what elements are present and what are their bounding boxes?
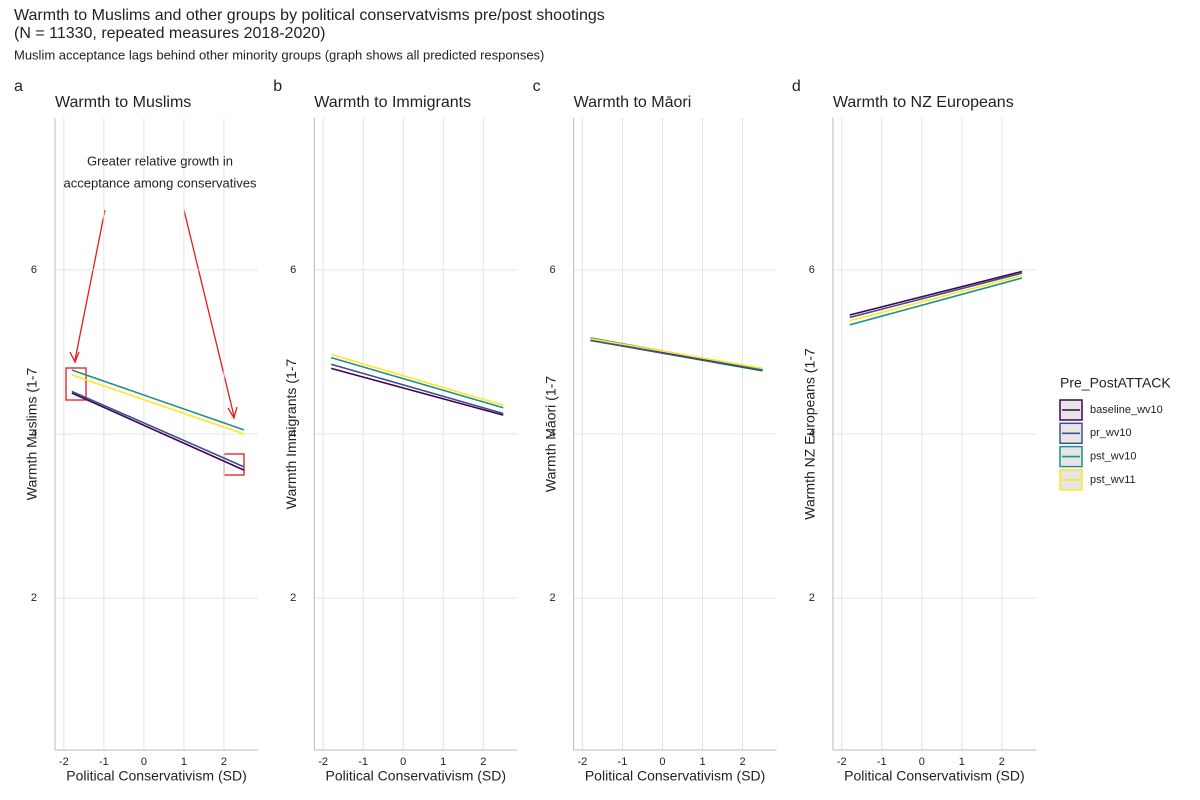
x-tick-label: 2 bbox=[999, 756, 1005, 768]
y-axis-label: Warmth NZ Europeans (1-7 bbox=[802, 348, 818, 520]
x-tick-label: 0 bbox=[400, 756, 406, 768]
page-subtitle: Muslim acceptance lags behind other mino… bbox=[14, 47, 544, 62]
trend-line bbox=[590, 338, 763, 371]
y-axis-label: Warmth Muslims (1-7 bbox=[24, 368, 40, 501]
page-title: Warmth to Muslims and other groups by po… bbox=[14, 7, 605, 24]
x-tick-label: 2 bbox=[221, 756, 227, 768]
trend-line bbox=[849, 270, 1023, 316]
annotation-shapes bbox=[65, 209, 245, 476]
panel-letter: d bbox=[792, 78, 801, 95]
trend-line bbox=[590, 338, 763, 370]
x-tick-label: 1 bbox=[959, 756, 965, 768]
y-tick-label: 4 bbox=[290, 428, 296, 440]
highlight-box bbox=[223, 453, 245, 476]
legend-label: pst_wv10 bbox=[1090, 451, 1136, 463]
x-tick-label: -1 bbox=[877, 756, 887, 768]
x-tick-label: 0 bbox=[659, 756, 665, 768]
y-tick-label: 2 bbox=[809, 592, 815, 604]
y-tick-label: 6 bbox=[31, 264, 37, 276]
panel-title: Warmth to Immigrants bbox=[314, 94, 471, 111]
trend-line bbox=[71, 374, 245, 435]
trend-line bbox=[71, 369, 245, 431]
x-tick-label: 1 bbox=[699, 756, 705, 768]
x-tick-label: -2 bbox=[837, 756, 847, 768]
panel-title: Warmth to Māori bbox=[574, 94, 692, 111]
legend-label: pr_wv10 bbox=[1090, 427, 1132, 439]
trend-line bbox=[849, 274, 1023, 322]
trend-line bbox=[71, 392, 245, 471]
x-tick-label: 1 bbox=[440, 756, 446, 768]
y-axis-label: Warmth Māori (1-7 bbox=[542, 376, 558, 492]
trend-line bbox=[330, 353, 504, 407]
annotation: acceptance among conservatives bbox=[64, 175, 257, 190]
trend-line bbox=[330, 367, 504, 416]
x-tick-label: 0 bbox=[141, 756, 147, 768]
x-tick-label: -2 bbox=[318, 756, 328, 768]
trend-line bbox=[849, 272, 1023, 319]
arrow bbox=[183, 209, 235, 417]
y-tick-label: 4 bbox=[549, 428, 555, 440]
annotation: Greater relative growth in bbox=[87, 153, 233, 168]
x-axis-label: Political Conservativism (SD) bbox=[66, 768, 246, 784]
y-tick-label: 6 bbox=[549, 264, 555, 276]
trend-line bbox=[849, 277, 1023, 326]
y-axis-label: Warmth Immigrants (1-7 bbox=[283, 359, 299, 510]
trend-line bbox=[330, 356, 504, 409]
panel-letter: a bbox=[14, 78, 23, 95]
page-title-line2: (N = 11330, repeated measures 2018-2020) bbox=[14, 25, 325, 42]
x-tick-label: -1 bbox=[358, 756, 368, 768]
panel-title: Warmth to NZ Europeans bbox=[833, 94, 1014, 111]
arrow-head bbox=[227, 406, 238, 420]
panel-letter: c bbox=[533, 78, 541, 95]
x-axis-label: Political Conservativism (SD) bbox=[326, 768, 506, 784]
legend-title: Pre_PostATTACK bbox=[1060, 375, 1171, 391]
trend-line bbox=[590, 339, 763, 372]
legend-label: baseline_wv10 bbox=[1090, 404, 1163, 416]
y-tick-label: 2 bbox=[31, 592, 37, 604]
y-tick-label: 2 bbox=[290, 592, 296, 604]
x-tick-label: 0 bbox=[919, 756, 925, 768]
arrow bbox=[74, 209, 106, 361]
y-tick-label: 4 bbox=[31, 428, 37, 440]
x-axis-label: Political Conservativism (SD) bbox=[585, 768, 765, 784]
trend-line bbox=[330, 363, 504, 415]
panel-letter: b bbox=[273, 78, 282, 95]
x-tick-label: 2 bbox=[480, 756, 486, 768]
y-tick-label: 6 bbox=[290, 264, 296, 276]
x-tick-label: -1 bbox=[618, 756, 628, 768]
x-axis-label: Political Conservativism (SD) bbox=[844, 768, 1024, 784]
panel-title: Warmth to Muslims bbox=[55, 94, 191, 111]
x-tick-label: 1 bbox=[181, 756, 187, 768]
y-tick-label: 6 bbox=[809, 264, 815, 276]
arrow-head bbox=[69, 351, 80, 364]
x-tick-label: -2 bbox=[578, 756, 588, 768]
x-tick-label: -2 bbox=[59, 756, 69, 768]
y-tick-label: 4 bbox=[809, 428, 815, 440]
x-tick-label: -1 bbox=[99, 756, 109, 768]
trend-line bbox=[71, 390, 245, 468]
legend-label: pst_wv11 bbox=[1090, 474, 1136, 486]
highlight-box bbox=[65, 367, 87, 401]
x-tick-label: 2 bbox=[740, 756, 746, 768]
y-tick-label: 2 bbox=[549, 592, 555, 604]
